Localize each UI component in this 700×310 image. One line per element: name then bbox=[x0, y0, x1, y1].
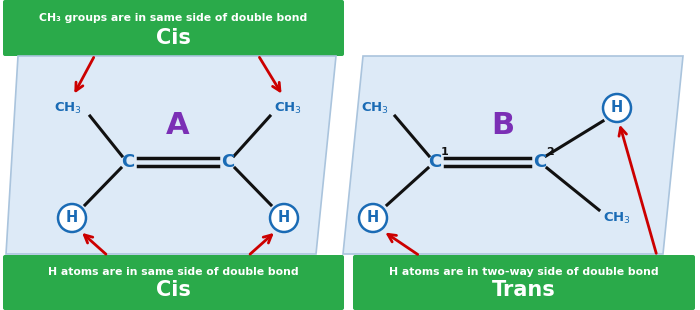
Text: H atoms are in same side of double bond: H atoms are in same side of double bond bbox=[48, 267, 298, 277]
Text: H: H bbox=[367, 210, 379, 225]
Text: CH$_3$: CH$_3$ bbox=[274, 100, 302, 116]
Text: C: C bbox=[533, 153, 547, 171]
Text: CH$_3$: CH$_3$ bbox=[361, 100, 389, 116]
Text: C: C bbox=[221, 153, 234, 171]
Text: CH$_3$: CH$_3$ bbox=[603, 210, 631, 226]
Text: CH₃ groups are in same side of double bond: CH₃ groups are in same side of double bo… bbox=[39, 13, 307, 23]
Text: H: H bbox=[278, 210, 290, 225]
Polygon shape bbox=[6, 56, 336, 254]
Text: H: H bbox=[66, 210, 78, 225]
Circle shape bbox=[603, 94, 631, 122]
Text: B: B bbox=[491, 110, 514, 140]
Text: 2: 2 bbox=[546, 147, 554, 157]
Text: C: C bbox=[428, 153, 442, 171]
Text: H atoms are in two-way side of double bond: H atoms are in two-way side of double bo… bbox=[389, 267, 659, 277]
FancyBboxPatch shape bbox=[3, 0, 344, 56]
Text: C: C bbox=[121, 153, 134, 171]
Polygon shape bbox=[343, 56, 683, 254]
Text: Cis: Cis bbox=[155, 28, 190, 48]
Text: Cis: Cis bbox=[155, 280, 190, 300]
Circle shape bbox=[58, 204, 86, 232]
FancyBboxPatch shape bbox=[3, 255, 344, 310]
Text: A: A bbox=[166, 110, 190, 140]
Text: H: H bbox=[611, 100, 623, 116]
Text: 1: 1 bbox=[441, 147, 449, 157]
Text: Trans: Trans bbox=[492, 280, 556, 300]
FancyBboxPatch shape bbox=[353, 255, 695, 310]
Text: CH$_3$: CH$_3$ bbox=[54, 100, 82, 116]
Circle shape bbox=[359, 204, 387, 232]
Circle shape bbox=[270, 204, 298, 232]
